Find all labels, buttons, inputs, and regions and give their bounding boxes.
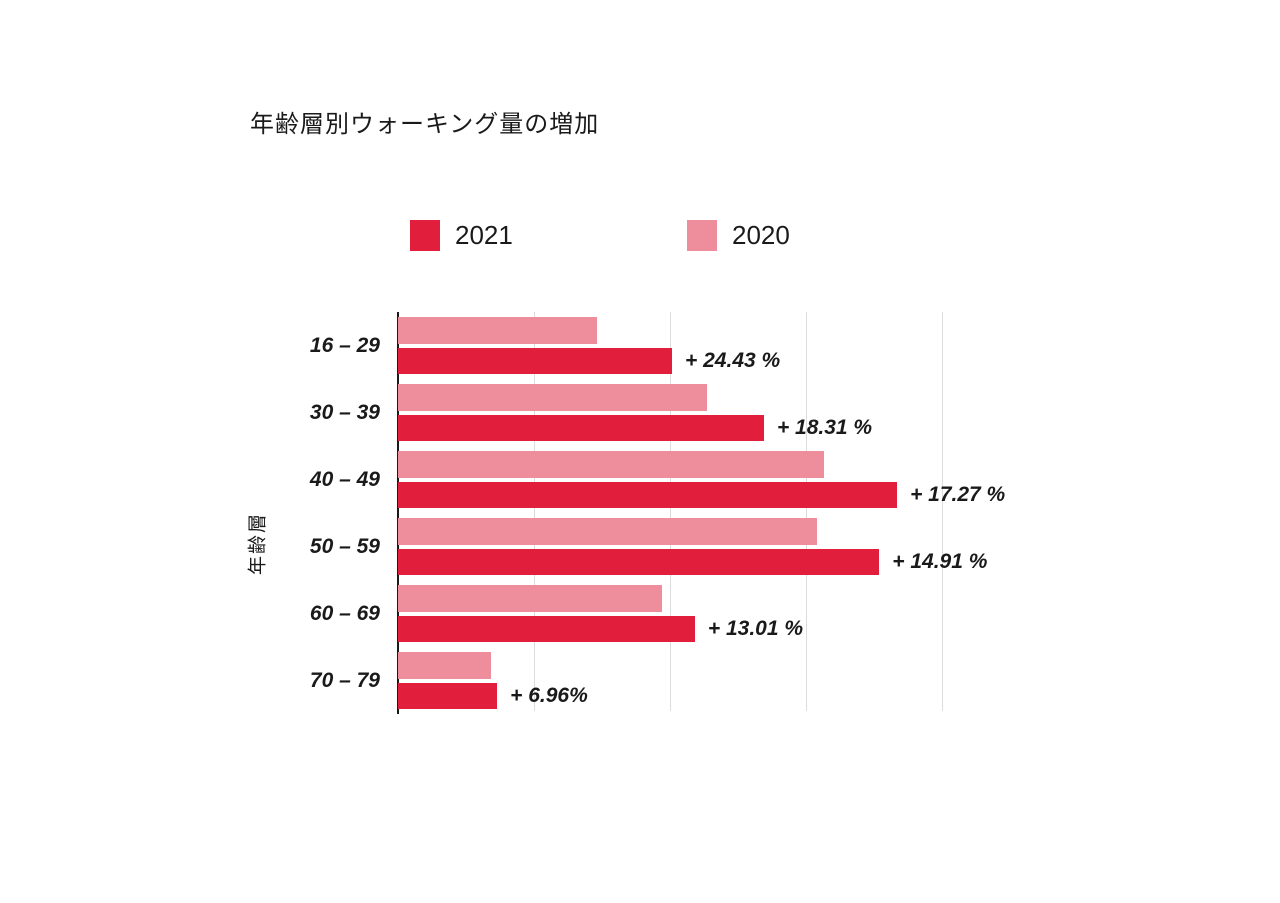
category-label-5: 70 – 79 bbox=[309, 669, 380, 692]
annotation-1: + 18.31 % bbox=[776, 416, 873, 439]
bar-2021-2 bbox=[398, 482, 898, 508]
legend-swatch-2021 bbox=[410, 220, 440, 251]
chart-title: 年齢層別ウォーキング量の増加 bbox=[250, 111, 600, 138]
bar-2021-1 bbox=[398, 415, 764, 441]
annotation-2: + 17.27 % bbox=[910, 483, 1006, 506]
bar-2020-5 bbox=[398, 652, 492, 679]
legend-item-2021: 2021 bbox=[410, 220, 513, 251]
bar-2021-0 bbox=[398, 348, 673, 374]
gridline-2 bbox=[670, 312, 671, 711]
gridline-1 bbox=[534, 312, 535, 711]
bar-2021-4 bbox=[398, 616, 695, 642]
category-label-3: 50 – 59 bbox=[309, 535, 380, 558]
legend-item-2020: 2020 bbox=[687, 220, 790, 251]
bar-2021-3 bbox=[398, 549, 880, 575]
legend-label-2020: 2020 bbox=[732, 220, 790, 250]
bar-2020-1 bbox=[398, 384, 708, 411]
y-axis-line bbox=[397, 312, 399, 714]
legend-swatch-2020 bbox=[687, 220, 717, 251]
legend-label-2021: 2021 bbox=[455, 220, 513, 250]
category-label-1: 30 – 39 bbox=[309, 401, 380, 424]
annotation-0: + 24.43 % bbox=[685, 349, 781, 372]
bar-2020-2 bbox=[398, 451, 825, 478]
bar-2021-5 bbox=[398, 683, 498, 709]
category-label-2: 40 – 49 bbox=[309, 468, 380, 491]
category-label-4: 60 – 69 bbox=[309, 602, 380, 625]
annotation-3: + 14.91 % bbox=[892, 550, 988, 573]
gridline-4 bbox=[942, 312, 943, 711]
bar-2020-0 bbox=[398, 317, 597, 344]
bar-2020-3 bbox=[398, 518, 817, 545]
bar-2020-4 bbox=[398, 585, 663, 612]
plot-area: 16 – 29 + 24.43 % 30 – 39 + 18.31 % 40 – 49 +… bbox=[310, 312, 1005, 714]
annotation-5: + 6.96% bbox=[510, 684, 588, 707]
category-label-0: 16 – 29 bbox=[309, 334, 380, 357]
annotation-4: + 13.01 % bbox=[707, 617, 804, 640]
gridline-3 bbox=[806, 312, 807, 711]
